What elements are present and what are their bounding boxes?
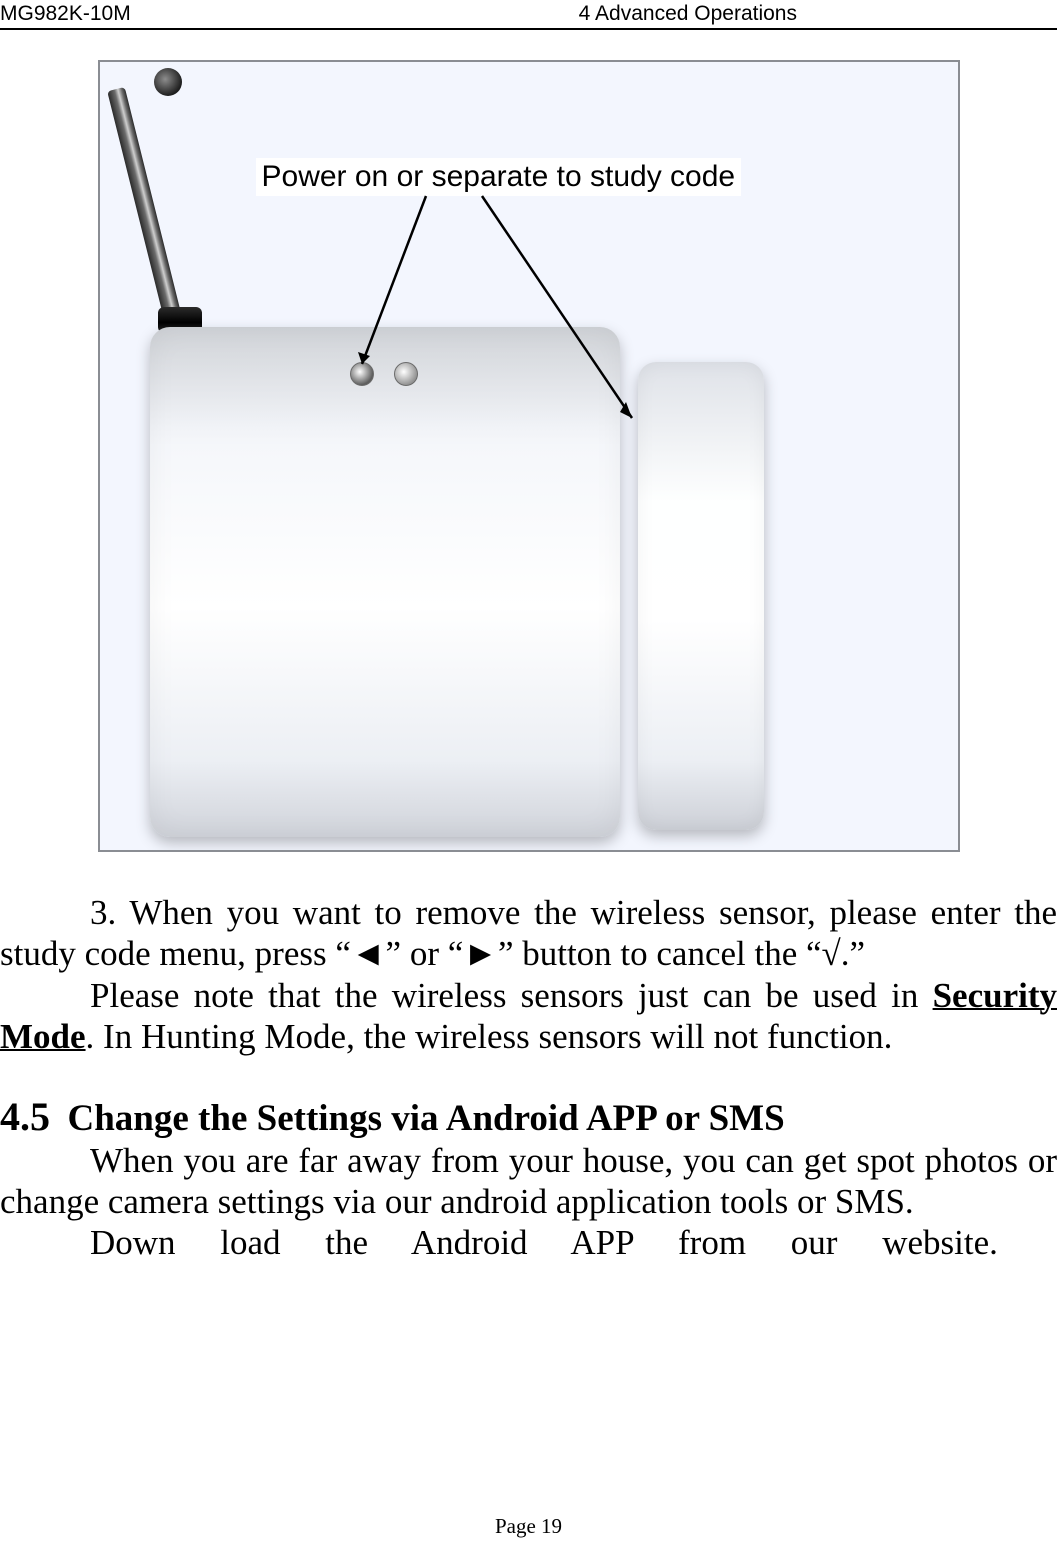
body-text: 3. When you want to remove the wireless … [0, 892, 1057, 1264]
device-figure: Power on or separate to study code [98, 60, 960, 852]
header-chapter: 4 Advanced Operations [579, 2, 1057, 26]
led-indicator-1 [350, 362, 374, 386]
page: MG982K-10M 4 Advanced Operations Power o… [0, 0, 1057, 1557]
right-arrow-icon: ► [463, 934, 498, 973]
page-footer: Page 19 [0, 1514, 1057, 1539]
p1-text-c: ” button to cancel the “√.” [498, 934, 865, 973]
header-model: MG982K-10M [0, 2, 131, 26]
paragraph-remove-sensor: 3. When you want to remove the wireless … [0, 892, 1057, 975]
p2-text-a: Please note that the wireless sensors ju… [90, 976, 933, 1015]
antenna-tip [154, 68, 182, 96]
section-heading: 4.5 Change the Settings via Android APP … [0, 1095, 1057, 1140]
paragraph-security-mode: Please note that the wireless sensors ju… [0, 975, 1057, 1058]
figure-caption: Power on or separate to study code [256, 158, 742, 196]
device-magnet-piece [638, 362, 764, 830]
left-arrow-icon: ◄ [351, 934, 386, 973]
paragraph-download-app: Down load the Android APP from our websi… [0, 1222, 1057, 1263]
section-number: 4.5 [0, 1094, 50, 1139]
p2-text-b: . In Hunting Mode, the wireless sensors … [86, 1017, 893, 1056]
page-header: MG982K-10M 4 Advanced Operations [0, 0, 1057, 30]
paragraph-remote-settings: When you are far away from your house, y… [0, 1140, 1057, 1223]
p1-text-b: ” or “ [386, 934, 464, 973]
led-indicator-2 [394, 362, 418, 386]
antenna [107, 87, 183, 324]
device-transmitter-body [150, 327, 620, 837]
section-title: Change the Settings via Android APP or S… [68, 1098, 785, 1139]
